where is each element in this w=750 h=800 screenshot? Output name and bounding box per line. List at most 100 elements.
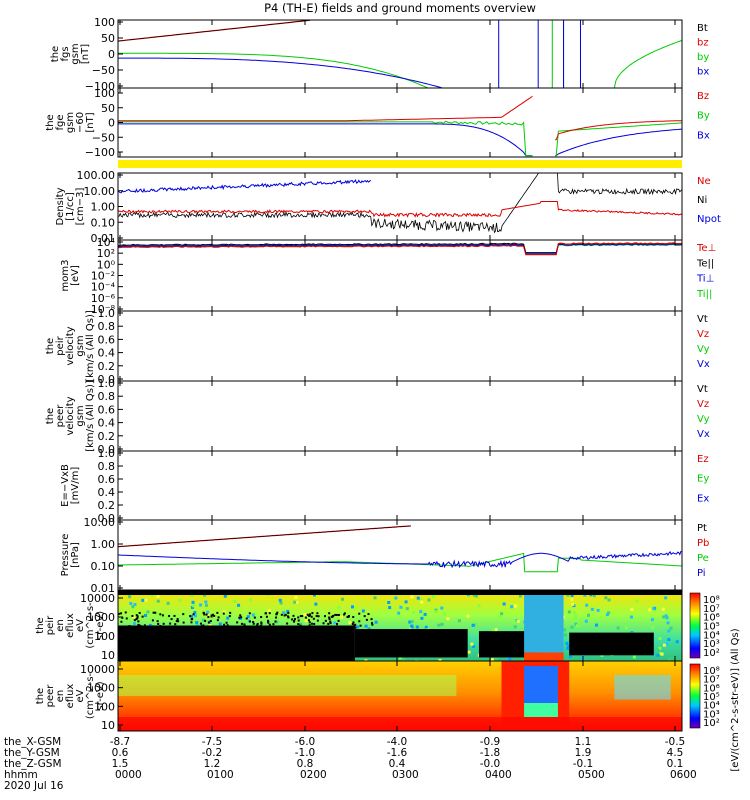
spectrogram-cell — [146, 610, 150, 614]
spectrogram-cell — [125, 617, 128, 620]
spectrogram-cell — [304, 616, 307, 619]
ylabel-line-fge-0: the — [45, 114, 56, 130]
spectrogram-cell — [195, 632, 198, 635]
plot-area-pressure — [118, 525, 682, 573]
spectrogram-cell — [190, 605, 194, 609]
spectrogram-cell — [301, 615, 304, 618]
ytick-label-pressure-3: 0.01 — [91, 582, 116, 595]
ytick-label-efield-4: 0.2 — [98, 499, 116, 512]
spectrogram-cell — [370, 622, 373, 625]
spectrogram-cell — [317, 615, 320, 618]
spectrogram-cell — [151, 619, 154, 622]
ytick-label-fge-3: −50 — [92, 131, 115, 144]
spectrogram-cell — [135, 614, 138, 617]
spectrogram-cell — [457, 619, 461, 623]
ytick-label-efield-1: 0.8 — [98, 460, 116, 473]
ytick-label-vpeer-2: 0.6 — [98, 403, 116, 416]
spectrogram-cell — [242, 627, 245, 630]
spectrogram-cell — [334, 613, 337, 616]
footer-label-2: the_Z-GSM — [4, 758, 62, 770]
spectrogram-cell — [239, 614, 242, 617]
ylabel-line-density-1: [1/cc] — [65, 192, 76, 221]
spectrogram-cell — [124, 611, 127, 614]
spectrogram-cell — [303, 613, 307, 617]
spectrogram-cell — [566, 593, 570, 597]
spectrogram-cell — [420, 616, 424, 620]
spectrogram-cell — [287, 611, 290, 614]
spectrogram-cell — [119, 628, 122, 631]
spectrogram-void-3 — [569, 632, 654, 656]
spectrogram-cell — [130, 626, 133, 629]
spectrogram-cell — [166, 625, 169, 628]
ytick-label-temp-1: 10² — [97, 247, 115, 260]
spectrogram-cell — [203, 613, 206, 616]
spectrogram-cell — [466, 614, 470, 618]
spectrogram-cell — [584, 619, 588, 623]
ylabel-line-peer_spec-3: eflux — [65, 684, 76, 709]
spectrogram-cell — [160, 631, 163, 634]
ytick-label-pressure-2: 0.10 — [91, 560, 116, 573]
spectrogram-cell — [267, 621, 270, 624]
spectrogram-cell — [563, 633, 567, 637]
spectrogram-cell — [648, 608, 652, 612]
spectrogram-cell — [604, 596, 608, 600]
spectrogram-cell — [182, 613, 185, 616]
spectrogram-cell — [268, 623, 271, 626]
spectrogram-cell — [190, 631, 193, 634]
series-Pi — [118, 550, 682, 569]
spectrogram-cell — [398, 656, 402, 660]
spectrogram-cell — [579, 618, 583, 622]
spectrogram-cell — [171, 625, 174, 628]
spectrogram-cell — [410, 595, 414, 599]
legend-vpeer-2: Vy — [697, 414, 710, 425]
colorbar-tick-peir_spec-3: 10⁵ — [703, 622, 720, 633]
spectrogram-cell — [256, 624, 259, 627]
spectrogram-cell — [168, 614, 171, 617]
spectrogram-cell — [156, 620, 159, 623]
ylabel-line-peir_spec-1: peir — [45, 615, 56, 635]
spectrogram-cell — [361, 609, 365, 613]
spectrogram-cell — [510, 605, 514, 609]
legend-temp-3: Ti|| — [696, 289, 712, 300]
spectrogram-cell — [514, 604, 518, 608]
frame-fge — [117, 87, 683, 158]
ylabel-line-fge-2: gsm — [65, 112, 76, 133]
footer-value-2-5: -0.1 — [573, 758, 594, 770]
spectrogram-cell — [347, 632, 350, 635]
ylabel-line-peer_spec-2: en — [55, 690, 66, 703]
spectrogram-cell — [366, 631, 369, 634]
spectrogram-cell — [427, 598, 431, 602]
spectrogram-cell — [299, 615, 302, 618]
spectrogram-cell — [313, 622, 316, 625]
plot-area-density — [118, 173, 682, 234]
spectrogram-cell — [131, 615, 134, 618]
spectrogram-cell — [134, 631, 137, 634]
ytick-label-peer_spec-0: 10000 — [80, 663, 115, 676]
spectrogram-cell — [264, 630, 267, 633]
spectrogram-cell — [563, 628, 567, 632]
series-by-end — [613, 39, 682, 88]
spectrogram-cell — [346, 615, 349, 618]
spectrogram-cell — [499, 615, 503, 619]
spectrogram-cell — [440, 606, 444, 610]
spectrogram-cell — [306, 613, 309, 616]
spectrogram-cell — [387, 601, 391, 605]
ytick-label-fgs-4: −100 — [85, 80, 115, 93]
spectrogram-cell — [297, 623, 300, 626]
spectrogram-cell — [216, 611, 219, 614]
spectrogram-cell — [316, 612, 319, 615]
spectrogram-cell — [336, 628, 339, 631]
spectrogram-cell — [305, 629, 308, 632]
ylabel-line-density-0: Density — [55, 187, 66, 225]
footer-label-0: the_X-GSM — [4, 736, 61, 748]
footer-value-0-6: -0.5 — [665, 736, 686, 748]
spectrogram-cell — [665, 642, 669, 646]
spectrogram-cell — [192, 604, 196, 608]
ylabel-line-peir_spec-2: en — [55, 619, 66, 632]
spectrogram-cell — [286, 615, 289, 618]
ytick-label-density-2: 1.00 — [91, 201, 116, 214]
ylabel-density: Density [1/cc] [cm−3] — [55, 187, 86, 225]
spectrogram-cell — [360, 629, 363, 632]
footer-value-0-4: -0.9 — [480, 736, 501, 748]
spectrogram-cell — [216, 619, 219, 622]
